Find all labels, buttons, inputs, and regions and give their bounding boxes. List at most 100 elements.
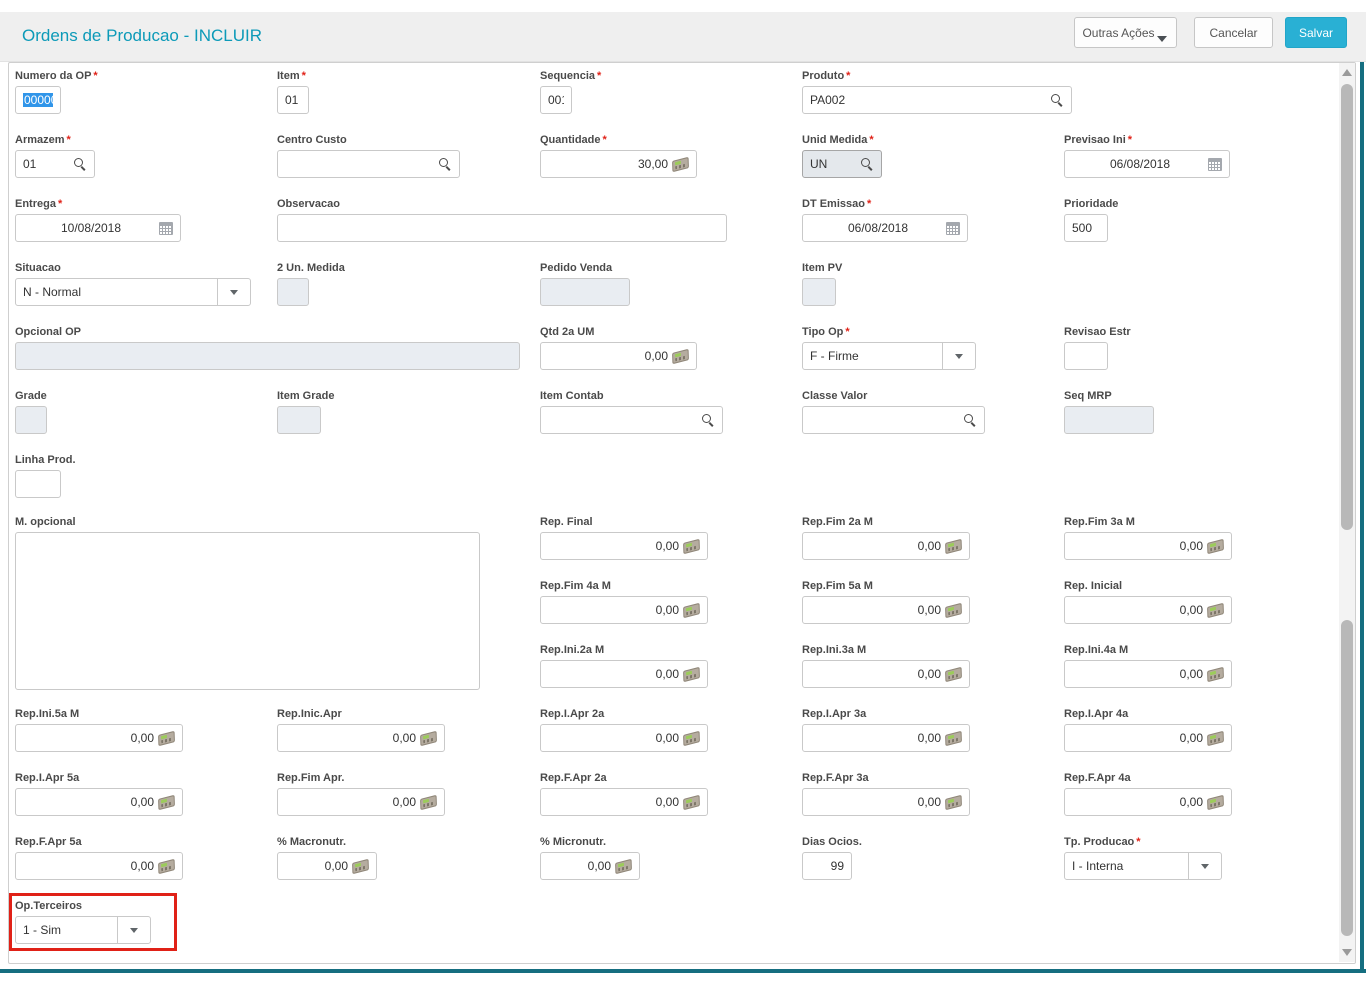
rep-fim-2a-m-input[interactable]: 0,00 [802,532,970,560]
scrollbar-thumb[interactable] [1341,84,1353,530]
salvar-button[interactable]: Salvar [1285,17,1347,48]
dias-ocios-input[interactable]: 99 [802,852,852,880]
rep-i-apr-5a-input[interactable]: 0,00 [15,788,183,816]
chevron-down-icon [230,289,238,295]
calculator-icon[interactable] [1207,666,1224,682]
rep-f-apr-5a-input[interactable]: 0,00 [15,852,183,880]
rep-inicial-input[interactable]: 0,00 [1064,596,1232,624]
field-centro-custo: Centro Custo [277,134,460,178]
cancelar-button[interactable]: Cancelar [1194,17,1273,48]
calculator-icon[interactable] [352,858,369,874]
rep-fim-apr-input[interactable]: 0,00 [277,788,445,816]
search-icon[interactable] [860,157,874,171]
quantidade-input[interactable]: 30,00 [540,150,697,178]
rep-fim-5a-m-input[interactable]: 0,00 [802,596,970,624]
calculator-icon[interactable] [683,730,700,746]
sequencia-input[interactable]: 001 [540,86,572,114]
rep-inic-apr-input[interactable]: 0,00 [277,724,445,752]
calculator-icon[interactable] [945,538,962,554]
calculator-icon[interactable] [683,794,700,810]
calculator-icon[interactable] [420,794,437,810]
prioridade-input[interactable]: 500 [1064,214,1108,242]
classe-valor-input[interactable] [802,406,985,434]
rep-final-input[interactable]: 0,00 [540,532,708,560]
entrega-input[interactable]: 10/08/2018 [15,214,181,242]
calculator-icon[interactable] [683,666,700,682]
calculator-icon[interactable] [158,730,175,746]
rep-i-apr-3a-input[interactable]: 0,00 [802,724,970,752]
calculator-icon[interactable] [158,794,175,810]
produto-input[interactable]: PA002 [802,86,1072,114]
search-icon[interactable] [1050,93,1064,107]
dropdown-button[interactable] [117,917,150,943]
centro-custo-input[interactable] [277,150,460,178]
rep-f-apr-2a-input[interactable]: 0,00 [540,788,708,816]
tipo-op-select[interactable]: F - Firme [802,342,976,370]
rep-ini-2a-m-input[interactable]: 0,00 [540,660,708,688]
unid-medida-input[interactable]: UN [802,150,882,178]
calculator-icon[interactable] [420,730,437,746]
item-input[interactable]: 01 [277,86,309,114]
field-rep-i-apr-2a: Rep.I.Apr 2a 0,00 [540,708,708,752]
search-icon[interactable] [963,413,977,427]
calendar-icon[interactable] [159,221,173,235]
macronutr-input[interactable]: 0,00 [277,852,377,880]
tp-producao-select[interactable]: I - Interna [1064,852,1222,880]
revisao-estr-input[interactable] [1064,342,1108,370]
vertical-scrollbar[interactable] [1339,63,1355,962]
scrollbar-thumb[interactable] [1341,620,1353,936]
search-icon[interactable] [438,157,452,171]
linha-prod-input[interactable] [15,470,61,498]
rep-i-apr-4a-input[interactable]: 0,00 [1064,724,1232,752]
rep-i-apr-2a-input[interactable]: 0,00 [540,724,708,752]
calculator-icon[interactable] [672,348,689,364]
rep-ini-4a-m-input[interactable]: 0,00 [1064,660,1232,688]
field-unid-medida: Unid Medida * UN [802,134,882,178]
item-pv-input [802,278,836,306]
m-opcional-textarea[interactable] [15,532,480,690]
armazem-input[interactable]: 01 [15,150,95,178]
calculator-icon[interactable] [672,156,689,172]
opcional-op-input [15,342,520,370]
rep-ini-3a-m-input[interactable]: 0,00 [802,660,970,688]
dropdown-button[interactable] [1188,853,1221,879]
calculator-icon[interactable] [945,794,962,810]
calculator-icon[interactable] [945,602,962,618]
calculator-icon[interactable] [615,858,632,874]
calculator-icon[interactable] [683,538,700,554]
calculator-icon[interactable] [945,666,962,682]
calculator-icon[interactable] [1207,730,1224,746]
calendar-icon[interactable] [946,221,960,235]
previsao-ini-input[interactable]: 06/08/2018 [1064,150,1230,178]
rep-f-apr-3a-input[interactable]: 0,00 [802,788,970,816]
op-terceiros-select[interactable]: 1 - Sim [15,916,151,944]
rep-fim-4a-m-input[interactable]: 0,00 [540,596,708,624]
calculator-icon[interactable] [158,858,175,874]
scroll-down-icon[interactable] [1342,949,1352,956]
dropdown-button[interactable] [217,279,250,305]
dt-emissao-input[interactable]: 06/08/2018 [802,214,968,242]
scroll-up-icon[interactable] [1342,69,1352,76]
outras-acoes-button[interactable]: Outras Ações [1074,17,1177,48]
search-icon[interactable] [73,157,87,171]
calculator-icon[interactable] [1207,538,1224,554]
qtd-2a-um-input[interactable]: 0,00 [540,342,697,370]
rep-f-apr-4a-input[interactable]: 0,00 [1064,788,1232,816]
micronutr-input[interactable]: 0,00 [540,852,640,880]
rep-ini-5a-m-input[interactable]: 0,00 [15,724,183,752]
calculator-icon[interactable] [1207,602,1224,618]
numero-da-op-input[interactable]: 000002 [15,86,61,114]
situacao-select[interactable]: N - Normal [15,278,251,306]
field-item-contab: Item Contab [540,390,723,434]
calculator-icon[interactable] [1207,794,1224,810]
calendar-icon[interactable] [1208,157,1222,171]
field-rep-ini-3a-m: Rep.Ini.3a M 0,00 [802,644,970,688]
observacao-input[interactable] [277,214,727,242]
calculator-icon[interactable] [945,730,962,746]
dropdown-button[interactable] [942,343,975,369]
rep-fim-3a-m-input[interactable]: 0,00 [1064,532,1232,560]
field-sequencia: Sequencia* 001 [540,70,601,114]
search-icon[interactable] [701,413,715,427]
item-contab-input[interactable] [540,406,723,434]
calculator-icon[interactable] [683,602,700,618]
